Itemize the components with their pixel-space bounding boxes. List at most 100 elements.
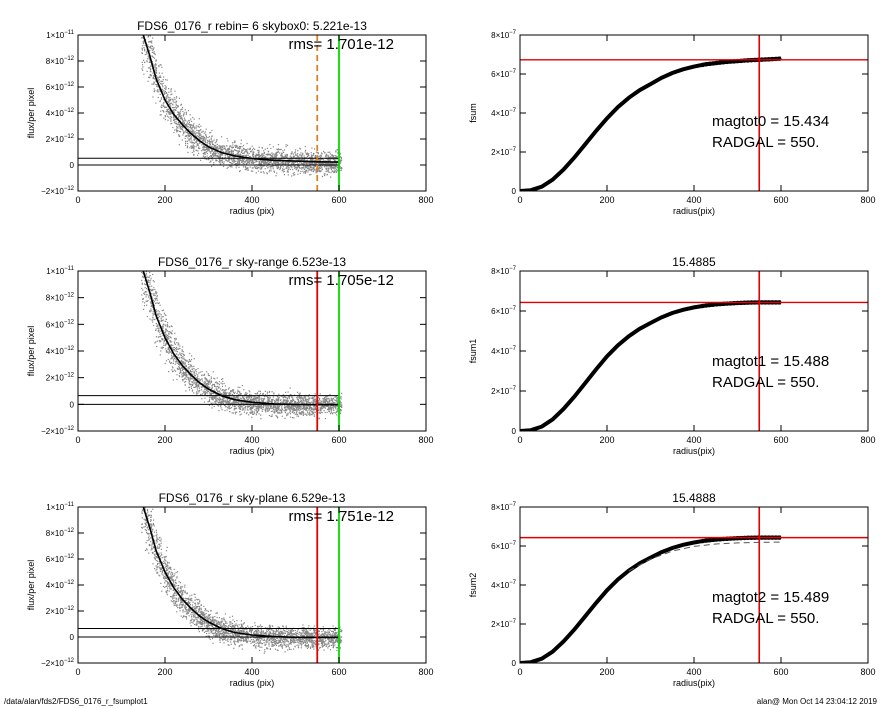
data-point: [257, 165, 259, 167]
data-point: [166, 350, 168, 352]
data-point: [169, 99, 171, 102]
data-point: [168, 348, 170, 350]
data-point: [277, 408, 279, 410]
data-point: [319, 170, 321, 173]
data-point: [260, 155, 262, 157]
data-point: [178, 112, 180, 114]
data-point: [294, 413, 296, 415]
data-point: [284, 411, 286, 414]
data-point: [162, 309, 165, 311]
data-point: [200, 137, 202, 139]
data-point: [200, 393, 202, 395]
data-point: [214, 391, 216, 393]
data-point: [211, 158, 213, 160]
x-axis-label: radius(pix): [673, 206, 715, 216]
data-point: [239, 393, 241, 395]
data-point: [319, 400, 321, 402]
data-point: [159, 64, 161, 66]
data-point: [295, 401, 297, 403]
data-point: [153, 302, 155, 304]
data-point: [241, 150, 243, 152]
data-point: [196, 384, 198, 386]
data-point: [223, 145, 226, 147]
data-point: [163, 91, 165, 93]
data-point: [188, 128, 190, 130]
data-point: [205, 378, 207, 380]
data-point: [236, 163, 238, 165]
data-point: [141, 271, 143, 274]
data-point: [311, 159, 313, 161]
data-point: [277, 400, 279, 402]
data-point: [175, 121, 177, 123]
y-tick-label: 0: [512, 187, 517, 196]
data-point: [198, 146, 200, 148]
data-point: [332, 167, 334, 169]
data-point: [327, 158, 329, 160]
data-point: [183, 361, 185, 363]
data-point: [215, 399, 217, 401]
data-point: [231, 163, 233, 165]
data-point: [292, 410, 294, 412]
data-point: [339, 405, 341, 408]
data-point: [141, 294, 143, 296]
data-point: [216, 155, 218, 157]
data-point: [260, 405, 262, 407]
data-point: [237, 162, 239, 164]
data-point: [241, 146, 243, 148]
data-point: [190, 134, 192, 136]
data-point: [167, 337, 169, 339]
data-point: [163, 102, 165, 104]
data-point: [319, 398, 321, 400]
data-point: [298, 156, 300, 158]
data-point: [196, 149, 198, 152]
data-point: [318, 162, 320, 164]
data-point: [296, 402, 298, 404]
data-point: [144, 263, 145, 264]
data-point: [309, 158, 311, 160]
data-point: [154, 318, 156, 321]
data-point: [306, 403, 308, 405]
data-point: [144, 283, 146, 285]
data-point: [198, 140, 200, 142]
data-point: [291, 396, 293, 399]
data-point: [173, 112, 175, 114]
data-point: [324, 407, 326, 409]
data-point: [150, 304, 152, 306]
data-point: [189, 130, 191, 132]
data-point: [272, 165, 274, 167]
data-point: [282, 169, 284, 171]
data-point: [293, 409, 295, 411]
data-point: [293, 166, 295, 168]
data-point: [258, 162, 260, 164]
data-point: [227, 148, 229, 151]
data-point: [220, 150, 222, 152]
data-point: [321, 166, 323, 169]
data-point: [278, 158, 280, 160]
data-point: [298, 410, 300, 412]
data-point: [225, 159, 227, 161]
data-point: [209, 381, 211, 383]
data-point: [274, 409, 276, 411]
data-point: [258, 395, 260, 397]
data-point: [275, 408, 277, 410]
data-point: [292, 398, 294, 400]
data-point: [299, 154, 301, 156]
data-point: [298, 412, 300, 414]
data-point: [212, 155, 214, 157]
data-point: [223, 148, 225, 150]
data-point: [265, 156, 267, 158]
data-point: [246, 151, 249, 154]
data-point: [227, 160, 229, 162]
data-point: [188, 140, 190, 142]
data-point: [142, 272, 144, 274]
data-point: [227, 160, 229, 162]
y-tick-label: 4×10−7: [491, 108, 517, 118]
data-point: [239, 170, 241, 172]
data-point: [279, 410, 281, 412]
data-point: [197, 375, 199, 377]
data-point: [161, 106, 163, 108]
data-point: [211, 396, 213, 398]
data-point: [273, 402, 276, 404]
data-point: [151, 40, 153, 42]
data-point: [199, 371, 201, 373]
